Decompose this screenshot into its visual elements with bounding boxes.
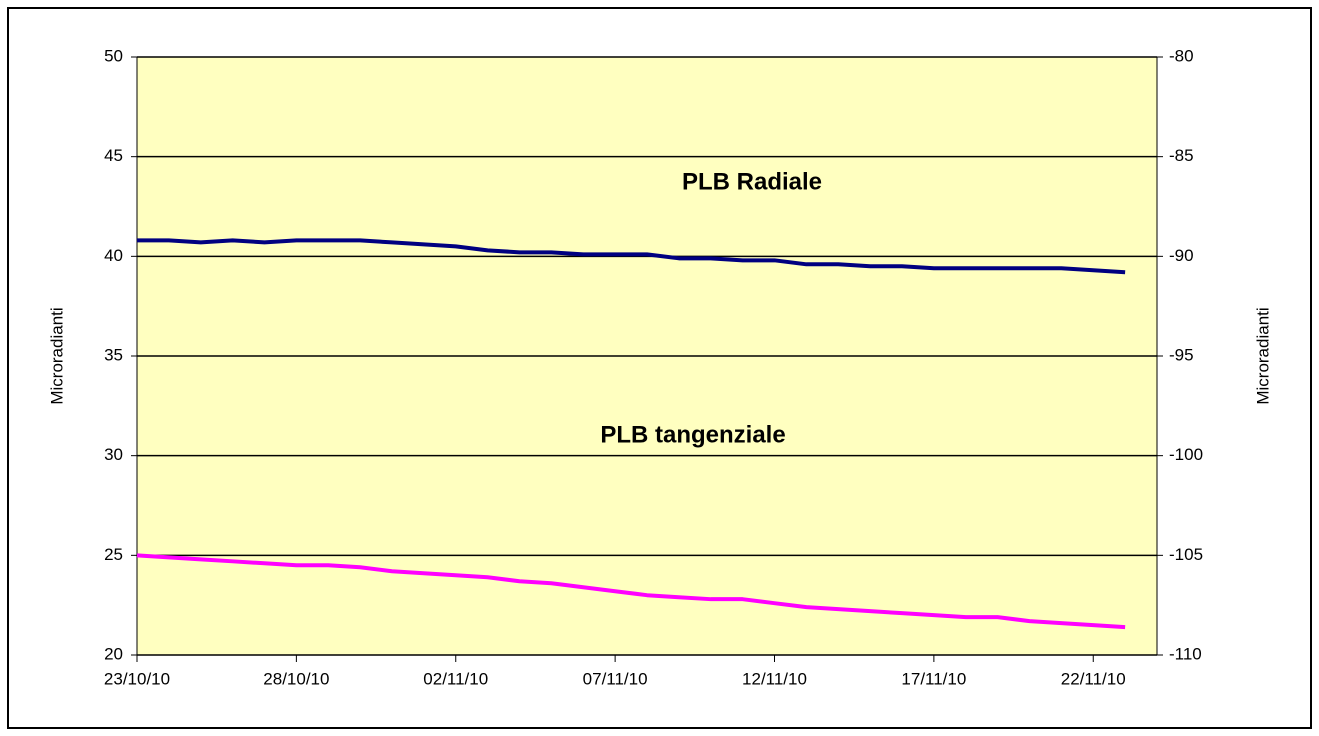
x-tick-label: 02/11/10 [423,669,488,688]
y2-tick-label: -95 [1169,345,1194,364]
y2-tick-label: -85 [1169,146,1194,165]
x-tick-label: 23/10/10 [104,669,170,688]
y-tick-label: 35 [104,345,123,364]
y2-tick-label: -100 [1169,445,1203,464]
y-tick-label: 45 [104,146,123,165]
x-tick-label: 22/11/10 [1061,669,1126,688]
y2-tick-label: -110 [1169,644,1202,663]
x-tick-label: 07/11/10 [583,669,648,688]
y-axis-label: Microradianti [47,307,66,404]
y2-tick-label: -80 [1169,46,1194,65]
y-tick-label: 50 [104,46,123,65]
x-tick-label: 28/10/10 [263,669,329,688]
series-line [136,553,1126,630]
x-tick-label: 17/11/10 [901,669,966,688]
x-tick-label: 12/11/10 [742,669,807,688]
y2-axis-label: Microradianti [1253,307,1272,404]
annotation: PLB tangenziale [600,421,785,448]
y2-tick-label: -105 [1169,545,1203,564]
y2-tick-label: -90 [1169,246,1194,265]
y-tick-label: 40 [104,246,123,265]
y-tick-label: 25 [104,545,123,564]
series-line [137,238,1126,275]
y-tick-label: 30 [104,445,123,464]
y-tick-label: 20 [104,644,123,663]
annotation: PLB Radiale [682,168,822,195]
